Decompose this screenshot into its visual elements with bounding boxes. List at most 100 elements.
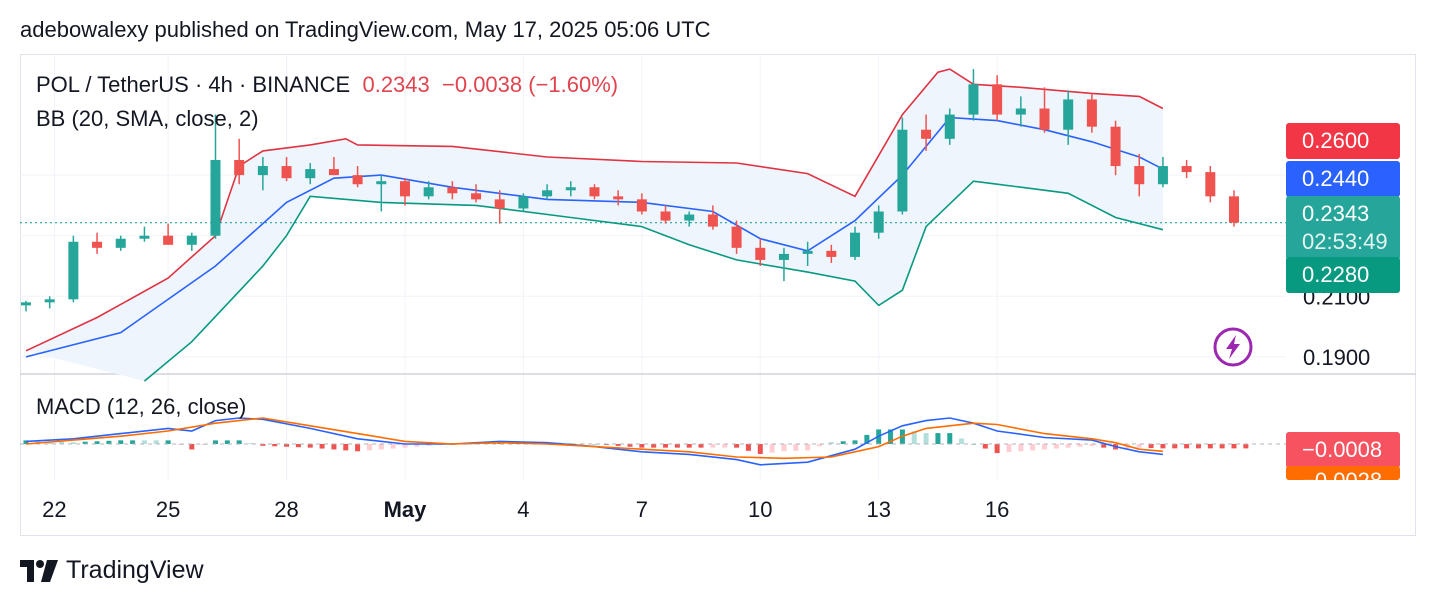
candle bbox=[1134, 153, 1145, 197]
macd-hist-bar bbox=[1160, 444, 1166, 449]
x-tick-label: 16 bbox=[985, 497, 1009, 522]
macd-hist-bar bbox=[307, 444, 313, 448]
candle bbox=[210, 114, 221, 239]
last-price-tag: 0.2343 02:53:49 bbox=[1286, 196, 1400, 260]
macd-hist-bar bbox=[959, 438, 965, 444]
macd-hist-bar bbox=[698, 444, 704, 448]
macd-hist-bar bbox=[189, 444, 195, 450]
candle-body bbox=[826, 250, 837, 257]
candle bbox=[897, 117, 908, 215]
brand-name: TradingView bbox=[66, 556, 204, 584]
candle bbox=[873, 205, 884, 239]
bb-legend[interactable]: BB (20, SMA, close, 2) bbox=[36, 106, 259, 131]
bb-band-fill bbox=[26, 69, 1163, 382]
macd-hist-bar bbox=[1184, 444, 1190, 449]
macd-hist-bar bbox=[1053, 444, 1059, 449]
macd-hist-bar bbox=[568, 443, 574, 445]
candle-body bbox=[423, 187, 434, 197]
x-tick-label: 25 bbox=[156, 497, 180, 522]
macd-hist-bar bbox=[663, 444, 669, 448]
lightning-icon[interactable] bbox=[1213, 327, 1253, 367]
candle bbox=[423, 181, 434, 200]
candle bbox=[802, 241, 813, 266]
footer-brand[interactable]: TradingView bbox=[20, 556, 204, 585]
macd-hist-bar bbox=[1195, 444, 1201, 449]
macd-hist-bar bbox=[639, 444, 645, 448]
candle bbox=[471, 184, 482, 203]
macd-hist-bar bbox=[414, 444, 420, 447]
countdown-timer: 02:53:49 bbox=[1302, 229, 1388, 254]
candle-body bbox=[992, 84, 1003, 115]
macd-hist-bar bbox=[710, 444, 716, 448]
macd-hist-bar bbox=[1172, 444, 1178, 449]
candle-body bbox=[163, 235, 174, 245]
candle bbox=[636, 193, 647, 215]
symbol-label: POL / TetherUS · 4h · BINANCE bbox=[36, 72, 351, 97]
bb-upper-tag: 0.2600 bbox=[1286, 123, 1400, 159]
candle bbox=[68, 235, 79, 303]
macd-hist-tag: −0.0008 bbox=[1286, 432, 1400, 468]
macd-hist-bar bbox=[1042, 444, 1048, 450]
candle-body bbox=[328, 169, 339, 176]
publish-header: adebowalexy published on TradingView.com… bbox=[20, 17, 711, 42]
macd-hist-bar bbox=[923, 433, 929, 444]
macd-legend[interactable]: MACD (12, 26, close) bbox=[36, 394, 247, 419]
candle bbox=[1181, 160, 1192, 179]
candle-body bbox=[660, 211, 671, 221]
candle-body bbox=[234, 160, 245, 176]
macd-hist-bar bbox=[840, 441, 846, 444]
macd-hist-bar bbox=[911, 431, 917, 444]
candle bbox=[589, 184, 600, 200]
candle bbox=[447, 181, 458, 200]
macd-hist-bar bbox=[201, 444, 207, 445]
candle-body bbox=[1063, 99, 1074, 130]
x-tick-label: 22 bbox=[42, 497, 66, 522]
macd-hist-bar bbox=[674, 444, 680, 448]
macd-hist-bar bbox=[1030, 444, 1036, 451]
symbol-legend: POL / TetherUS · 4h · BINANCE 0.2343 −0.… bbox=[36, 72, 618, 98]
candle bbox=[660, 205, 671, 224]
candle-body bbox=[1229, 196, 1239, 223]
candle bbox=[257, 156, 268, 191]
macd-signal-line bbox=[25, 417, 1163, 460]
macd-hist-bar bbox=[781, 444, 787, 452]
candle bbox=[1205, 166, 1216, 203]
last-price-value: 0.2343 bbox=[1302, 201, 1370, 226]
candle-body bbox=[707, 214, 718, 227]
macd-hist-bar bbox=[106, 440, 112, 444]
macd-hist-bar bbox=[935, 433, 941, 444]
y-tick-label: 0.1900 bbox=[1303, 345, 1370, 370]
macd-hist-bar bbox=[82, 441, 88, 444]
candle bbox=[850, 226, 861, 260]
candle bbox=[399, 178, 410, 206]
macd-hist-bar bbox=[390, 444, 396, 449]
candle bbox=[1039, 87, 1050, 133]
macd-hist-bar bbox=[248, 443, 254, 445]
candle bbox=[992, 75, 1003, 121]
x-tick-label: 10 bbox=[748, 497, 772, 522]
candle bbox=[1063, 90, 1074, 145]
candle-body bbox=[399, 181, 410, 197]
candle bbox=[1015, 96, 1026, 127]
macd-hist-bar bbox=[615, 444, 621, 446]
candle-body bbox=[92, 241, 103, 248]
macd-hist-bar bbox=[165, 440, 171, 444]
macd-hist-bar bbox=[651, 444, 657, 448]
candle-body bbox=[921, 129, 932, 139]
candle-body bbox=[731, 226, 742, 248]
candle bbox=[968, 69, 979, 121]
candle bbox=[163, 223, 174, 245]
candle-body bbox=[944, 114, 955, 139]
macd-hist-bar bbox=[864, 434, 870, 444]
macd-hist-bar bbox=[94, 441, 100, 444]
candle bbox=[305, 163, 316, 185]
candle bbox=[944, 108, 955, 145]
macd-hist-bar bbox=[1136, 444, 1142, 448]
macd-hist-bar bbox=[1077, 444, 1083, 447]
macd-hist-bar bbox=[722, 444, 728, 448]
macd-hist-bar bbox=[141, 440, 147, 444]
bb-lower-line bbox=[143, 180, 1164, 382]
macd-hist-bar bbox=[319, 444, 325, 449]
macd-hist-bar bbox=[284, 444, 290, 447]
x-tick-label: May bbox=[384, 497, 428, 522]
